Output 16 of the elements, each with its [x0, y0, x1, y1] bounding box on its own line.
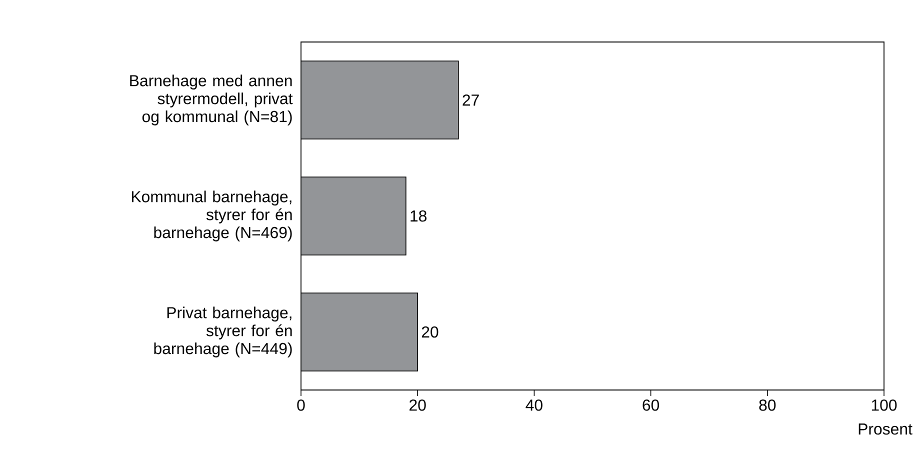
x-tick-label: 20: [410, 400, 426, 411]
y-tick-label: Privat barnehage, styrer for én barnehage (N=449): [154, 306, 292, 358]
x-tick-label: 40: [526, 400, 542, 411]
data-label: 20: [422, 326, 438, 338]
x-tick-label: 100: [872, 400, 897, 411]
y-tick-label: Kommunal barnehage, styrer for én barnehage (N=469): [132, 190, 292, 242]
x-tick-label: 80: [759, 400, 776, 411]
x-axis-title: Prosent: [858, 424, 912, 435]
x-tick-label: 60: [642, 400, 660, 411]
bar: [301, 176, 406, 256]
y-tick-label: Barnehage med annen styrermodell, privat og kommunal (N=81): [130, 74, 293, 126]
bar: [301, 60, 459, 140]
x-tick-label: 0: [297, 400, 305, 411]
data-label: 27: [462, 94, 479, 106]
data-label: 18: [410, 210, 426, 222]
bar: [301, 292, 418, 372]
